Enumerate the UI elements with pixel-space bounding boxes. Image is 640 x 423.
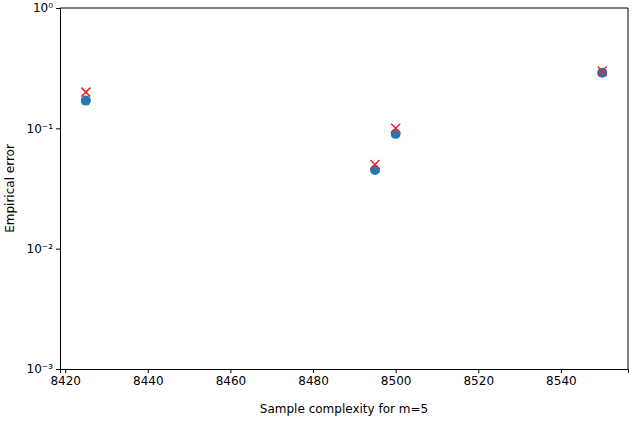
x-axis-title: Sample complexity for m=5 [260, 402, 428, 416]
y-tick: 10⁰ [33, 1, 60, 15]
x-tick-mark [148, 369, 149, 373]
series [81, 68, 607, 175]
chart: 8420 8440 8460 8480 8500 8520 8540 10⁻³ 10⁻² 10⁻¹… [0, 0, 640, 423]
x-tick-label: 8440 [133, 374, 164, 388]
y-tick-mark [56, 128, 60, 129]
series [81, 66, 606, 169]
point [391, 129, 401, 139]
x-tick: 8480 [298, 369, 329, 388]
y-tick: 10⁻³ [27, 362, 60, 376]
x-marker [81, 88, 90, 97]
point [81, 96, 91, 106]
y-tick-mark [56, 369, 60, 370]
x-tick-mark [65, 369, 66, 373]
frame-top [60, 8, 628, 9]
x-tick: 8500 [381, 369, 412, 388]
y-axis: 10⁻³ 10⁻² 10⁻¹ 10⁰ [27, 1, 61, 376]
marks [81, 66, 607, 175]
y-axis-title: Empirical error [3, 144, 17, 233]
x-marker [598, 66, 607, 75]
y-tick: 10⁻² [27, 242, 60, 256]
y-tick-mark [56, 8, 60, 9]
x-tick-label: 8420 [50, 374, 81, 388]
x-tick-label: 8500 [381, 374, 412, 388]
x-tick: 8420 [50, 369, 81, 388]
y-tick-label: 10⁻¹ [27, 122, 54, 136]
x-tick-label: 8460 [216, 374, 247, 388]
point [370, 165, 380, 175]
x-tick-label: 8540 [546, 374, 577, 388]
y-axis-line [56, 9, 61, 370]
x-axis-line [61, 370, 629, 374]
x-tick-mark [561, 369, 562, 373]
x-marker [391, 124, 400, 133]
y-tick: 10⁻¹ [27, 122, 60, 136]
y-tick-label: 10⁰ [33, 1, 53, 15]
point [597, 68, 607, 78]
x-tick-mark [313, 369, 314, 373]
frame-right [628, 8, 629, 369]
x-tick-mark [478, 369, 479, 373]
y-tick-mark [56, 249, 60, 250]
x-tick: 8460 [216, 369, 247, 388]
x-marker [370, 160, 379, 169]
x-tick-label: 8480 [298, 374, 329, 388]
x-axis: 8420 8440 8460 8480 8500 8520 8540 [50, 369, 628, 388]
plot: 8420 8440 8460 8480 8500 8520 8540 10⁻³ 10⁻² 10⁻¹… [27, 1, 629, 387]
x-tick: 8520 [463, 369, 494, 388]
y-tick-label: 10⁻³ [27, 362, 54, 376]
x-tick-label: 8520 [463, 374, 494, 388]
x-tick: 8540 [546, 369, 577, 388]
x-tick-mark [230, 369, 231, 373]
x-tick: 8440 [133, 369, 164, 388]
x-tick-mark [396, 369, 397, 373]
y-tick-label: 10⁻² [27, 242, 54, 256]
